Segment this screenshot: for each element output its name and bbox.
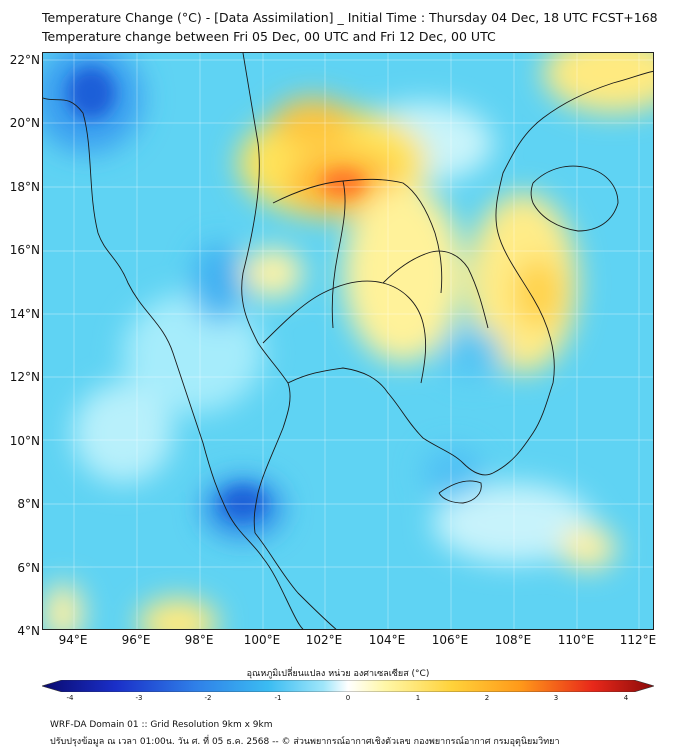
x-tick-label: 98°E [184, 633, 214, 647]
y-tick-label: 18°N [9, 180, 40, 194]
colorbar-tick: -2 [204, 694, 212, 702]
y-tick-label: 12°N [9, 370, 40, 384]
colorbar-label: อุณหภูมิเปลี่ยนแปลง หน่วย องศาเซลเซียส (… [246, 669, 430, 679]
chart-title: Temperature Change (°C) - [Data Assimila… [42, 10, 658, 25]
y-tick-label: 22°N [9, 53, 40, 67]
footer-model-info: WRF-DA Domain 01 :: Grid Resolution 9km … [50, 720, 273, 730]
colorbar-tick: -1 [274, 694, 282, 702]
colorbar-tick: -4 [66, 694, 74, 702]
footer-credit: ปรับปรุงข้อมูล ณ เวลา 01:00น. วัน ศ. ที่… [50, 737, 560, 747]
x-tick-label: 104°E [368, 633, 406, 647]
temperature-change-map [42, 52, 654, 630]
temperature-field [43, 53, 653, 629]
chart-subtitle: Temperature change between Fri 05 Dec, 0… [42, 29, 496, 44]
colorbar-tick: 1 [415, 694, 421, 702]
y-tick-label: 4°N [17, 624, 40, 638]
colorbar-tick: 2 [484, 694, 490, 702]
y-tick-label: 10°N [9, 434, 40, 448]
y-tick-label: 6°N [17, 561, 40, 575]
colorbar-tick: 0 [345, 694, 351, 702]
colorbar-tick: -3 [135, 694, 143, 702]
x-tick-label: 102°E [305, 633, 343, 647]
map-canvas [43, 53, 653, 629]
y-tick-label: 8°N [17, 497, 40, 511]
x-tick-label: 106°E [431, 633, 469, 647]
graticule [43, 53, 653, 629]
y-tick-label: 14°N [9, 307, 40, 321]
x-tick-label: 100°E [243, 633, 281, 647]
colorbar [42, 680, 654, 692]
x-tick-label: 110°E [557, 633, 595, 647]
colorbar-tick: 3 [553, 694, 559, 702]
colorbar-tick: 4 [623, 694, 629, 702]
y-tick-label: 16°N [9, 243, 40, 257]
coastlines [43, 53, 653, 629]
x-tick-label: 96°E [121, 633, 151, 647]
x-tick-label: 108°E [494, 633, 532, 647]
x-tick-label: 112°E [619, 633, 657, 647]
x-tick-label: 94°E [58, 633, 88, 647]
y-tick-label: 20°N [9, 116, 40, 130]
